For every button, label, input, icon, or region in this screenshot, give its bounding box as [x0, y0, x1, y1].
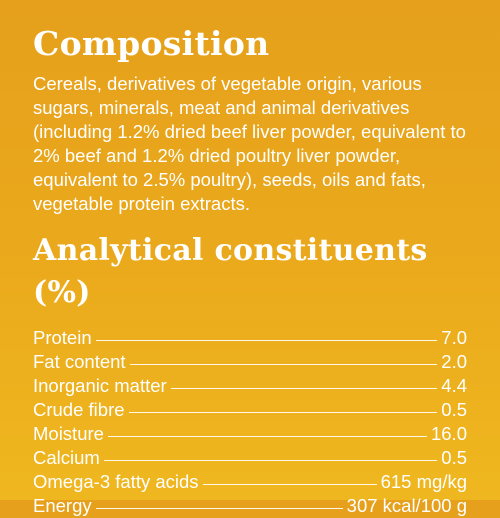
- leader-line: [95, 508, 343, 509]
- constituent-row: Protein 7.0: [33, 326, 467, 350]
- constituent-row: Fat content 2.0: [33, 350, 467, 374]
- constituent-row: Calcium 0.5: [33, 446, 467, 470]
- constituent-value: 0.5: [441, 447, 467, 468]
- leader-line: [103, 460, 438, 461]
- composition-title: Composition: [33, 24, 270, 63]
- constituent-value: 615 mg/kg: [380, 471, 467, 492]
- constituent-name: Energy: [33, 495, 92, 516]
- leader-line: [107, 436, 427, 437]
- constituent-row: Moisture 16.0: [33, 422, 467, 446]
- constituent-name: Inorganic matter: [33, 375, 167, 396]
- label-page: Composition Cereals, derivatives of vege…: [0, 0, 500, 500]
- constituent-value: 0.5: [441, 399, 467, 420]
- composition-text: Cereals, derivatives of vegetable origin…: [33, 73, 466, 214]
- constituent-value: 16.0: [430, 423, 467, 444]
- constituent-name: Omega-3 fatty acids: [33, 471, 199, 492]
- constituent-name: Calcium: [33, 447, 100, 468]
- constituent-name: Protein: [33, 327, 92, 348]
- leader-line: [95, 340, 438, 341]
- constituent-name: Moisture: [33, 423, 104, 444]
- constituent-row: Inorganic matter 4.4: [33, 374, 467, 398]
- leader-line: [202, 484, 377, 485]
- constituent-row: Omega-3 fatty acids 615 mg/kg: [33, 470, 467, 494]
- constituent-row: Energy 307 kcal/100 g: [33, 494, 467, 518]
- leader-line: [170, 388, 438, 389]
- leader-line: [128, 412, 438, 413]
- constituents-list: Protein 7.0 Fat content 2.0 Inorganic matter…: [33, 326, 467, 518]
- analytical-title: Analytical constituents (%): [33, 233, 428, 310]
- constituent-value: 307 kcal/100 g: [346, 495, 467, 516]
- constituent-value: 7.0: [441, 327, 467, 348]
- constituent-row: Crude fibre 0.5: [33, 398, 467, 422]
- leader-line: [129, 364, 438, 365]
- constituent-value: 2.0: [441, 351, 467, 372]
- constituent-value: 4.4: [441, 375, 467, 396]
- constituent-name: Crude fibre: [33, 399, 125, 420]
- constituent-name: Fat content: [33, 351, 126, 372]
